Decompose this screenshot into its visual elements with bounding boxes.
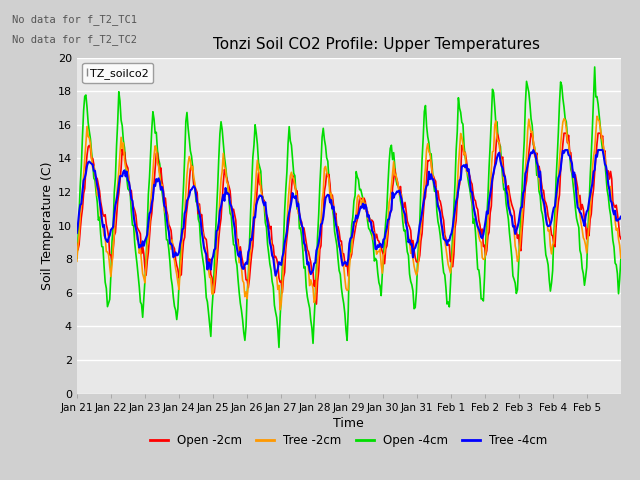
Open -2cm [378,249,386,254]
Tree -2cm [617,255,625,261]
Open -4cm [73,255,81,261]
Open -4cm [275,345,283,350]
Tree -4cm [272,273,280,278]
Tree -4cm [404,240,412,245]
Line: Tree -4cm: Tree -4cm [77,150,621,276]
Open -2cm [73,240,81,246]
Line: Open -2cm: Open -2cm [77,133,621,304]
Open -4cm [591,64,598,70]
Tree -4cm [569,174,577,180]
Tree -2cm [303,255,311,261]
Open -2cm [404,222,412,228]
Open -4cm [404,252,412,258]
Tree -4cm [378,244,386,250]
Tree -4cm [617,214,625,219]
Tree -4cm [303,262,311,267]
Open -2cm [312,301,320,307]
Line: Tree -2cm: Tree -2cm [77,116,621,310]
Open -4cm [617,256,625,262]
Open -2cm [617,236,625,241]
Tree -2cm [276,307,284,312]
Open -2cm [302,240,310,245]
Open -4cm [378,271,386,277]
Text: No data for f_T2_TC2: No data for f_T2_TC2 [12,34,136,45]
Tree -2cm [568,169,576,175]
Legend: Open -2cm, Tree -2cm, Open -4cm, Tree -4cm: Open -2cm, Tree -2cm, Open -4cm, Tree -4… [145,429,552,452]
Tree -2cm [73,258,81,264]
Open -2cm [493,130,501,136]
Tree -4cm [529,147,537,153]
Tree -4cm [73,230,81,236]
Tree -4cm [242,260,250,265]
Tree -2cm [593,113,601,119]
Tree -2cm [378,270,386,276]
Open -4cm [303,294,311,300]
Text: No data for f_T2_TC1: No data for f_T2_TC1 [12,14,136,25]
Open -4cm [242,324,250,329]
Open -2cm [242,277,250,283]
Open -2cm [474,206,481,212]
Line: Open -4cm: Open -4cm [77,67,621,348]
Tree -2cm [404,232,412,238]
Y-axis label: Soil Temperature (C): Soil Temperature (C) [41,161,54,290]
Title: Tonzi Soil CO2 Profile: Upper Temperatures: Tonzi Soil CO2 Profile: Upper Temperatur… [212,37,540,52]
Open -4cm [474,266,481,272]
Tree -2cm [474,225,481,231]
Open -4cm [568,171,576,177]
Tree -4cm [474,224,481,229]
Tree -2cm [242,289,250,295]
X-axis label: Time: Time [333,417,364,430]
Open -2cm [569,169,577,175]
